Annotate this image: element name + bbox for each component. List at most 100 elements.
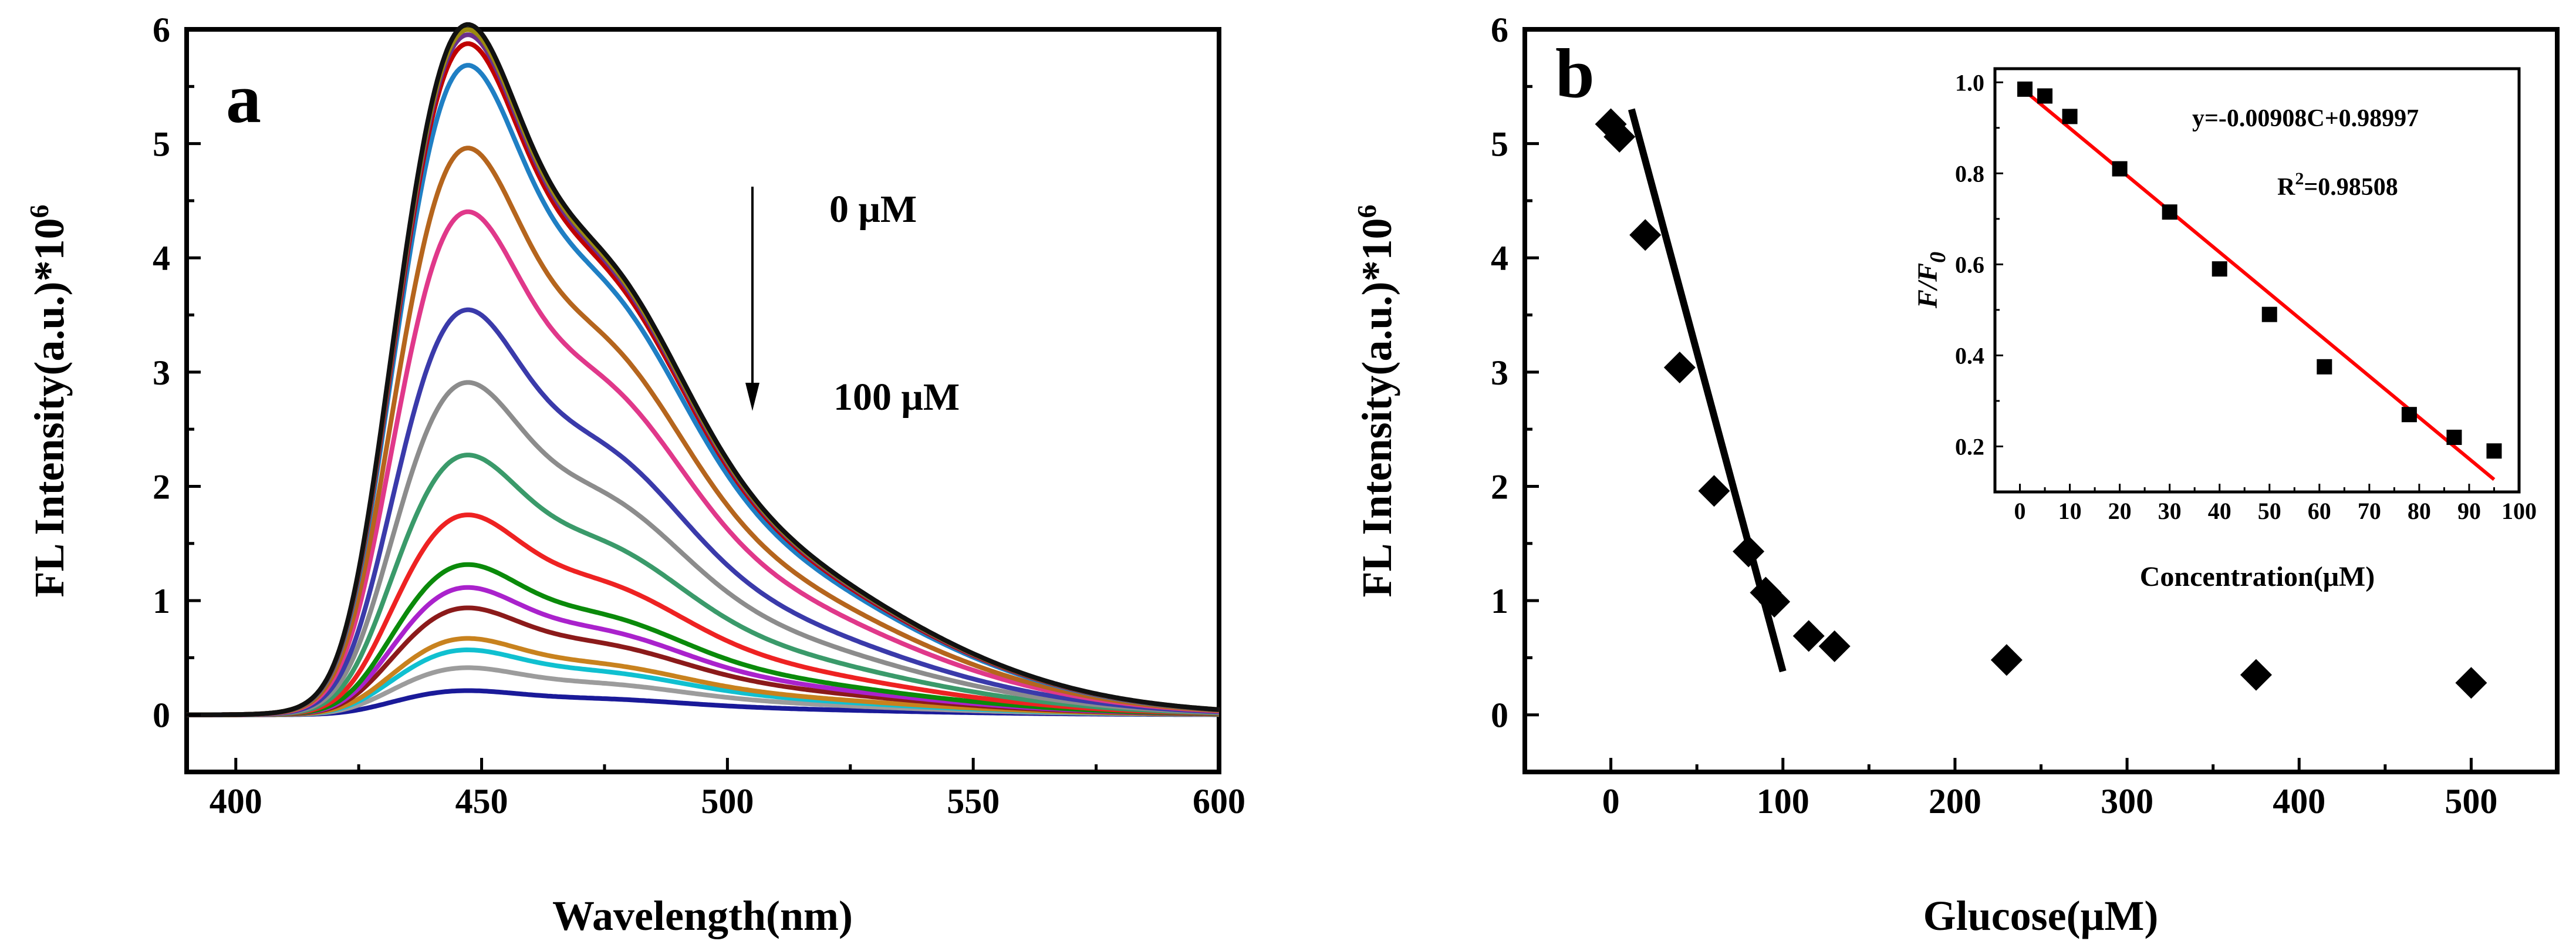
panel-b-y-tick-label: 6: [1491, 11, 1508, 49]
panel-a-y-axis-title-exponent: 6: [24, 204, 54, 218]
inset-x-tick-label: 40: [2208, 498, 2231, 524]
panel-b-fit-line: [1628, 108, 1787, 673]
panel-a-x-tick-label: 500: [701, 782, 754, 821]
panel-b-x-axis-title: Glucose(μM): [1923, 892, 2159, 939]
panel-b-y-ticks: 0 1 2 3 4 5 6: [1491, 11, 1539, 735]
panel-b-x-tick-label: 0: [1602, 782, 1620, 821]
panel-a-y-tick-label: 3: [153, 353, 170, 392]
glucose-data-point: [1663, 352, 1696, 384]
inset-x-tick-label: 20: [2108, 498, 2132, 524]
spectrum-curve-5: [187, 63, 1220, 717]
inset-r2-exponent: 2: [2295, 169, 2304, 188]
spectrum-curve-7: [187, 209, 1220, 717]
panel-a-y-tick-label: 1: [153, 582, 170, 620]
inset-x-tick-label: 100: [2501, 498, 2537, 524]
glucose-data-point: [1603, 120, 1636, 153]
inset-points: [2017, 81, 2502, 459]
panel-b-y-tick-label: 5: [1491, 125, 1508, 164]
panel-b-x-tick-label: 300: [2101, 782, 2153, 821]
panel-a-arrow-head: [745, 383, 759, 411]
inset-data-point: [2401, 407, 2417, 423]
panel-a-letter: a: [226, 59, 261, 137]
panel-b-x-tick-label: 500: [2445, 782, 2497, 821]
glucose-data-point: [1990, 644, 2023, 676]
glucose-data-point: [1792, 620, 1825, 652]
inset-data-point: [2486, 443, 2502, 459]
inset-x-axis-title: Concentration(μM): [2140, 561, 2375, 592]
inset-data-point: [2317, 359, 2332, 375]
panel-a-x-tick-label: 450: [455, 782, 508, 821]
panel-b-y-axis-title-text: FL Intensity(a.u.)*10: [1353, 218, 1400, 597]
inset-data-point: [2212, 261, 2227, 277]
spectrum-curve-8: [187, 307, 1220, 717]
inset-data-point: [2017, 81, 2033, 97]
inset-r2: R2=0.98508: [2277, 169, 2398, 201]
inset-y-tick-label: 0.6: [1955, 251, 1984, 278]
spectrum-curve-10: [187, 453, 1220, 717]
inset: 0 10 20 30 40 50 60 70 80 90 100 0.20.40.60.81.0 y…: [1912, 67, 2537, 592]
inset-data-point: [2162, 204, 2177, 220]
panel-a-y-axis-title: FL Intensity(a.u.)*106: [24, 204, 73, 597]
inset-y-tick-label: 0.2: [1955, 433, 1984, 460]
panel-a-y-tick-label: 2: [153, 467, 170, 506]
panel-a-frame: [184, 27, 1221, 774]
inset-data-point: [2446, 429, 2462, 445]
inset-x-tick-label: 60: [2308, 498, 2331, 524]
inset-y-axis-title: F/F0: [1912, 252, 1950, 309]
inset-x-tick-label: 50: [2258, 498, 2281, 524]
spectrum-curve-3: [186, 32, 1220, 717]
inset-equation: y=-0.00908C+0.98997: [2192, 105, 2419, 132]
panel-a-x-axis-title: Wavelength(nm): [552, 892, 853, 939]
glucose-data-point: [1698, 475, 1730, 507]
inset-x-tick-label: 10: [2058, 498, 2082, 524]
inset-x-tick-label: 30: [2158, 498, 2182, 524]
panel-b-y-tick-label: 0: [1491, 696, 1508, 735]
panel-a-y-tick-label: 6: [153, 11, 170, 49]
spectrum-curve-12: [187, 562, 1219, 717]
glucose-data-point: [1758, 586, 1791, 618]
svg-text:FL Intensity(a.u.)*106: FL Intensity(a.u.)*106: [24, 204, 73, 597]
panel-a: 400 450 500 550 600 0 1 2 3 4 5 6 a 0 μM 100 μM Wa…: [24, 11, 1245, 939]
spectrum-curve-11: [187, 512, 1220, 717]
panel-b-y-tick-label: 2: [1491, 467, 1508, 506]
inset-y-ticks: 0.2 0.4 0.6 0.8 1.0: [1955, 69, 2003, 460]
panel-a-y-tick-label: 5: [153, 125, 170, 164]
inset-y-axis-title-subscript: 0: [1926, 252, 1950, 263]
inset-data-point: [2062, 109, 2078, 124]
panel-b-x-tick-label: 200: [1929, 782, 1981, 821]
panel-a-annotation-bottom: 100 μM: [833, 376, 960, 419]
glucose-data-point: [1629, 219, 1662, 251]
spectrum-curve-4: [186, 41, 1220, 717]
panel-a-x-tick-label: 400: [210, 782, 262, 821]
inset-x-tick-label: 70: [2358, 498, 2381, 524]
inset-r2-label: R: [2277, 174, 2295, 201]
panel-a-x-tick-label: 550: [947, 782, 1000, 821]
panel-b-x-tick-label: 400: [2273, 782, 2325, 821]
panel-a-curves: [186, 22, 1220, 717]
spectrum-curve-9: [187, 380, 1220, 717]
inset-data-point: [2037, 88, 2053, 104]
spectrum-curve-1: [186, 22, 1220, 717]
inset-y-tick-label: 0.4: [1955, 342, 1984, 369]
glucose-data-point: [2240, 659, 2272, 691]
glucose-data-point: [2455, 667, 2487, 699]
panel-a-y-ticks: 0 1 2 3 4 5 6: [153, 11, 201, 735]
svg-text:F/F0: F/F0: [1912, 252, 1950, 309]
spectrum-curve-6: [187, 146, 1220, 717]
panel-b-y-tick-label: 3: [1491, 353, 1508, 392]
panel-a-annotation-top: 0 μM: [829, 188, 917, 231]
glucose-data-point: [1733, 535, 1765, 568]
spectrum-curve-2: [186, 27, 1220, 717]
inset-x-ticks: 0 10 20 30 40 50 60 70 80 90 100: [2014, 484, 2537, 524]
panel-b-y-axis-title-exponent: 6: [1352, 204, 1382, 218]
panel-b-y-tick-label: 4: [1491, 239, 1508, 278]
panel-a-y-axis-title-text: FL Intensity(a.u.)*10: [26, 218, 73, 597]
inset-y-axis-title-text: F/F: [1912, 263, 1943, 309]
inset-y-tick-label: 1.0: [1955, 69, 1984, 96]
panel-b-y-tick-label: 1: [1491, 582, 1508, 620]
panel-a-x-ticks: 400 450 500 550 600: [210, 758, 1245, 821]
panel-b-x-ticks: 0 100 200 300 400 500: [1602, 758, 2497, 821]
panel-b-y-axis-title: FL Intensity(a.u.)*106: [1352, 204, 1400, 597]
